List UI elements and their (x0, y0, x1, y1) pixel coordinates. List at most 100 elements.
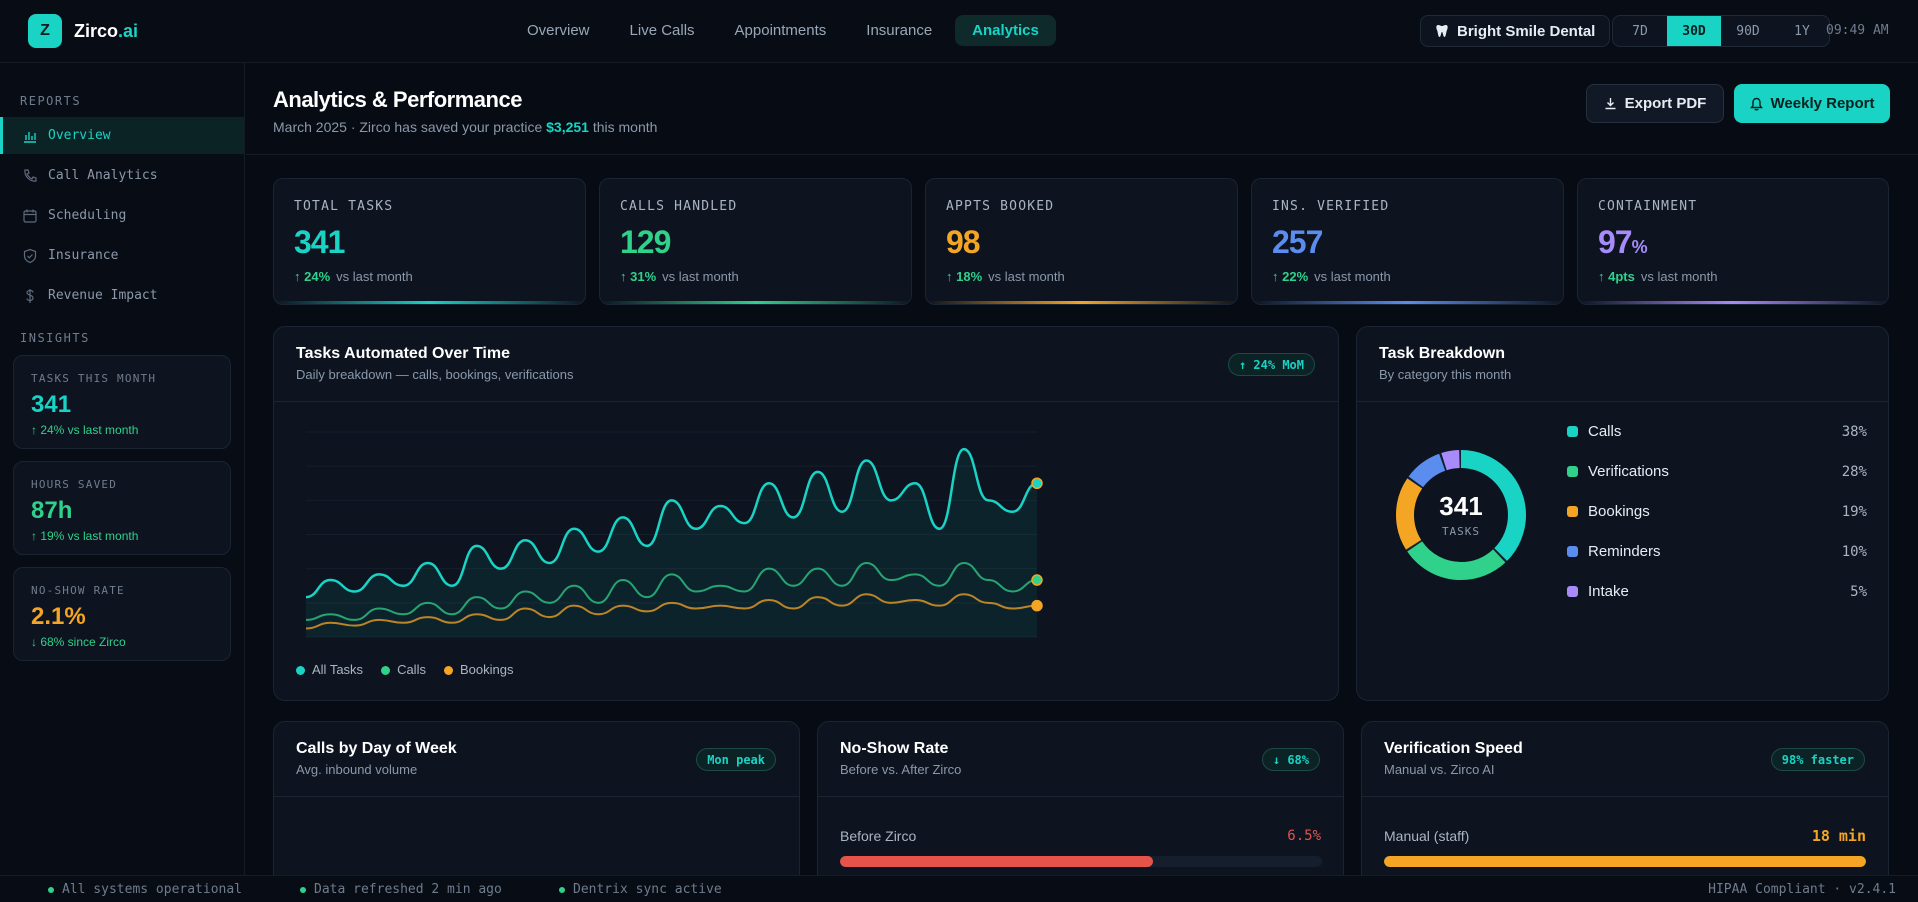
sidebar-item-scheduling[interactable]: Scheduling (0, 197, 244, 234)
kpi-delta: ↑ 18% vs last month (946, 269, 1065, 284)
manual-label: Manual (staff) (1384, 828, 1470, 844)
donut-slice-verifications (1396, 450, 1526, 580)
sidebar-item-insurance[interactable]: Insurance (0, 237, 244, 274)
kpi-label: INS. VERIFIED (1272, 199, 1390, 214)
status-dot (48, 886, 54, 893)
breakdown-item-reminders[interactable]: Reminders 10% (1567, 543, 1867, 560)
nav-appointments[interactable]: Appointments (734, 22, 827, 39)
panel-title: Calls by Day of Week (296, 740, 457, 757)
swatch (1567, 466, 1578, 477)
panel-title: Task Breakdown (1379, 345, 1505, 362)
range-30d[interactable]: 30D (1667, 16, 1721, 46)
kpi-delta: ↑ 22% vs last month (1272, 269, 1391, 284)
nav-insurance[interactable]: Insurance (866, 22, 933, 39)
kpi-delta: ↑ 24% vs last month (294, 269, 413, 284)
practice-name: Bright Smile Dental (1457, 22, 1596, 40)
phone-icon (24, 168, 37, 182)
breakdown-item-bookings[interactable]: Bookings 19% (1567, 503, 1867, 520)
kpi-label: CALLS HANDLED (620, 199, 738, 214)
clock: 09:49 AM (1826, 23, 1889, 38)
insight-sub: ↑ 19% vs last month (31, 529, 139, 543)
page-header: Analytics & Performance March 2025 · Zir… (246, 63, 1918, 155)
kpi-accent-bar (926, 301, 1237, 304)
page-subtitle: March 2025 · Zirco has saved your practi… (273, 119, 657, 135)
kpi-ins-verified: INS. VERIFIED 257 ↑ 22% vs last month (1251, 178, 1564, 305)
insight-value: 341 (31, 391, 72, 418)
kpi-accent-bar (274, 301, 585, 304)
before-label: Before Zirco (840, 828, 917, 844)
download-icon (1605, 98, 1616, 110)
nav-overview[interactable]: Overview (527, 22, 590, 39)
speed-badge: 98% faster (1770, 748, 1865, 771)
status-refreshed: Data refreshed 2 min ago (300, 882, 502, 897)
status-dot (300, 886, 306, 893)
panel-subtitle: Avg. inbound volume (296, 762, 418, 777)
series-line-calls (305, 561, 1038, 621)
range-7d[interactable]: 7D (1632, 23, 1648, 39)
calls-by-day-panel: Calls by Day of Week Avg. inbound volume… (273, 721, 800, 891)
kpi-accent-bar (600, 301, 911, 304)
practice-selector[interactable]: Bright Smile Dental (1420, 15, 1611, 47)
tooth-icon (1436, 25, 1448, 37)
panel-subtitle: Before vs. After Zirco (840, 762, 962, 777)
manual-fill (1384, 856, 1866, 867)
panel-divider (274, 796, 799, 797)
nav-live-calls[interactable]: Live Calls (629, 22, 695, 39)
legend-item[interactable]: Calls (381, 662, 426, 677)
legend-item[interactable]: Bookings (443, 662, 513, 677)
status-footer: All systems operational Data refreshed 2… (0, 875, 1918, 902)
mom-badge: ↑ 24% MoM (1227, 353, 1315, 376)
sidebar-item-label: Overview (48, 128, 111, 143)
kpi-value: 341 (294, 224, 345, 260)
subtitle-text-end: this month (588, 119, 658, 135)
breakdown-item-verifications[interactable]: Verifications 28% (1567, 463, 1867, 480)
date-range-toggle: 7D 30D 90D 1Y (1612, 15, 1830, 47)
panel-divider (1362, 796, 1888, 797)
sidebar-item-call-analytics[interactable]: Call Analytics (0, 157, 244, 194)
series-line-all-tasks (305, 447, 1038, 599)
panel-subtitle: By category this month (1379, 367, 1512, 382)
insight-sub: ↓ 68% since Zirco (31, 635, 126, 649)
area-fill-all-tasks (306, 449, 1037, 637)
insight-label: TASKS THIS MONTH (31, 372, 157, 385)
range-90d[interactable]: 90D (1736, 23, 1760, 39)
compliance-version: HIPAA Compliant · v2.4.1 (1708, 882, 1896, 897)
manual-value: 18 min (1811, 827, 1866, 845)
donut-slice-calls (1396, 450, 1526, 580)
panel-divider (274, 401, 1338, 402)
swatch (1567, 506, 1578, 517)
task-breakdown-panel: Task Breakdown By category this month 34… (1356, 326, 1889, 701)
sidebar-item-overview[interactable]: Overview (0, 117, 244, 154)
status-sync: Dentrix sync active (559, 882, 722, 897)
calendar-icon (23, 209, 37, 223)
insight-label: HOURS SAVED (31, 478, 118, 491)
kpi-label: TOTAL TASKS (294, 199, 394, 214)
sidebar-item-revenue-impact[interactable]: Revenue Impact (0, 277, 244, 314)
shield-icon (23, 248, 37, 263)
weekly-report-button[interactable]: Weekly Report (1734, 84, 1890, 123)
kpi-delta: ↑ 4pts vs last month (1598, 269, 1718, 284)
insight-value: 87h (31, 497, 73, 524)
sidebar-item-label: Revenue Impact (48, 288, 158, 303)
top-bar: Z Zirco.ai Overview Live Calls Appointme… (0, 0, 1918, 63)
subtitle-text: March 2025 · Zirco has saved your practi… (273, 119, 547, 135)
kpi-label: CONTAINMENT (1598, 199, 1698, 214)
insight-card-tasks: TASKS THIS MONTH 341 ↑ 24% vs last month (13, 355, 231, 449)
legend-swatch (443, 666, 453, 676)
logo[interactable]: Z Zirco.ai (28, 14, 138, 48)
nav-analytics[interactable]: Analytics (955, 15, 1056, 46)
breakdown-item-calls[interactable]: Calls 38% (1567, 423, 1867, 440)
kpi-value: 257 (1272, 224, 1323, 260)
logo-text: Zirco.ai (74, 21, 138, 42)
export-pdf-button[interactable]: Export PDF (1586, 84, 1724, 123)
legend-item[interactable]: All Tasks (296, 662, 363, 677)
swatch (1567, 586, 1578, 597)
range-1y[interactable]: 1Y (1794, 23, 1810, 39)
donut-center-value: 341 (1439, 491, 1483, 521)
before-value: 6.5% (1287, 828, 1321, 844)
no-show-panel: No-Show Rate Before vs. After Zirco ↓ 68… (817, 721, 1344, 891)
panel-subtitle: Manual vs. Zirco AI (1384, 762, 1495, 777)
breakdown-item-intake[interactable]: Intake 5% (1567, 583, 1867, 600)
peak-badge: Mon peak (696, 748, 776, 771)
insight-value: 2.1% (31, 603, 86, 630)
